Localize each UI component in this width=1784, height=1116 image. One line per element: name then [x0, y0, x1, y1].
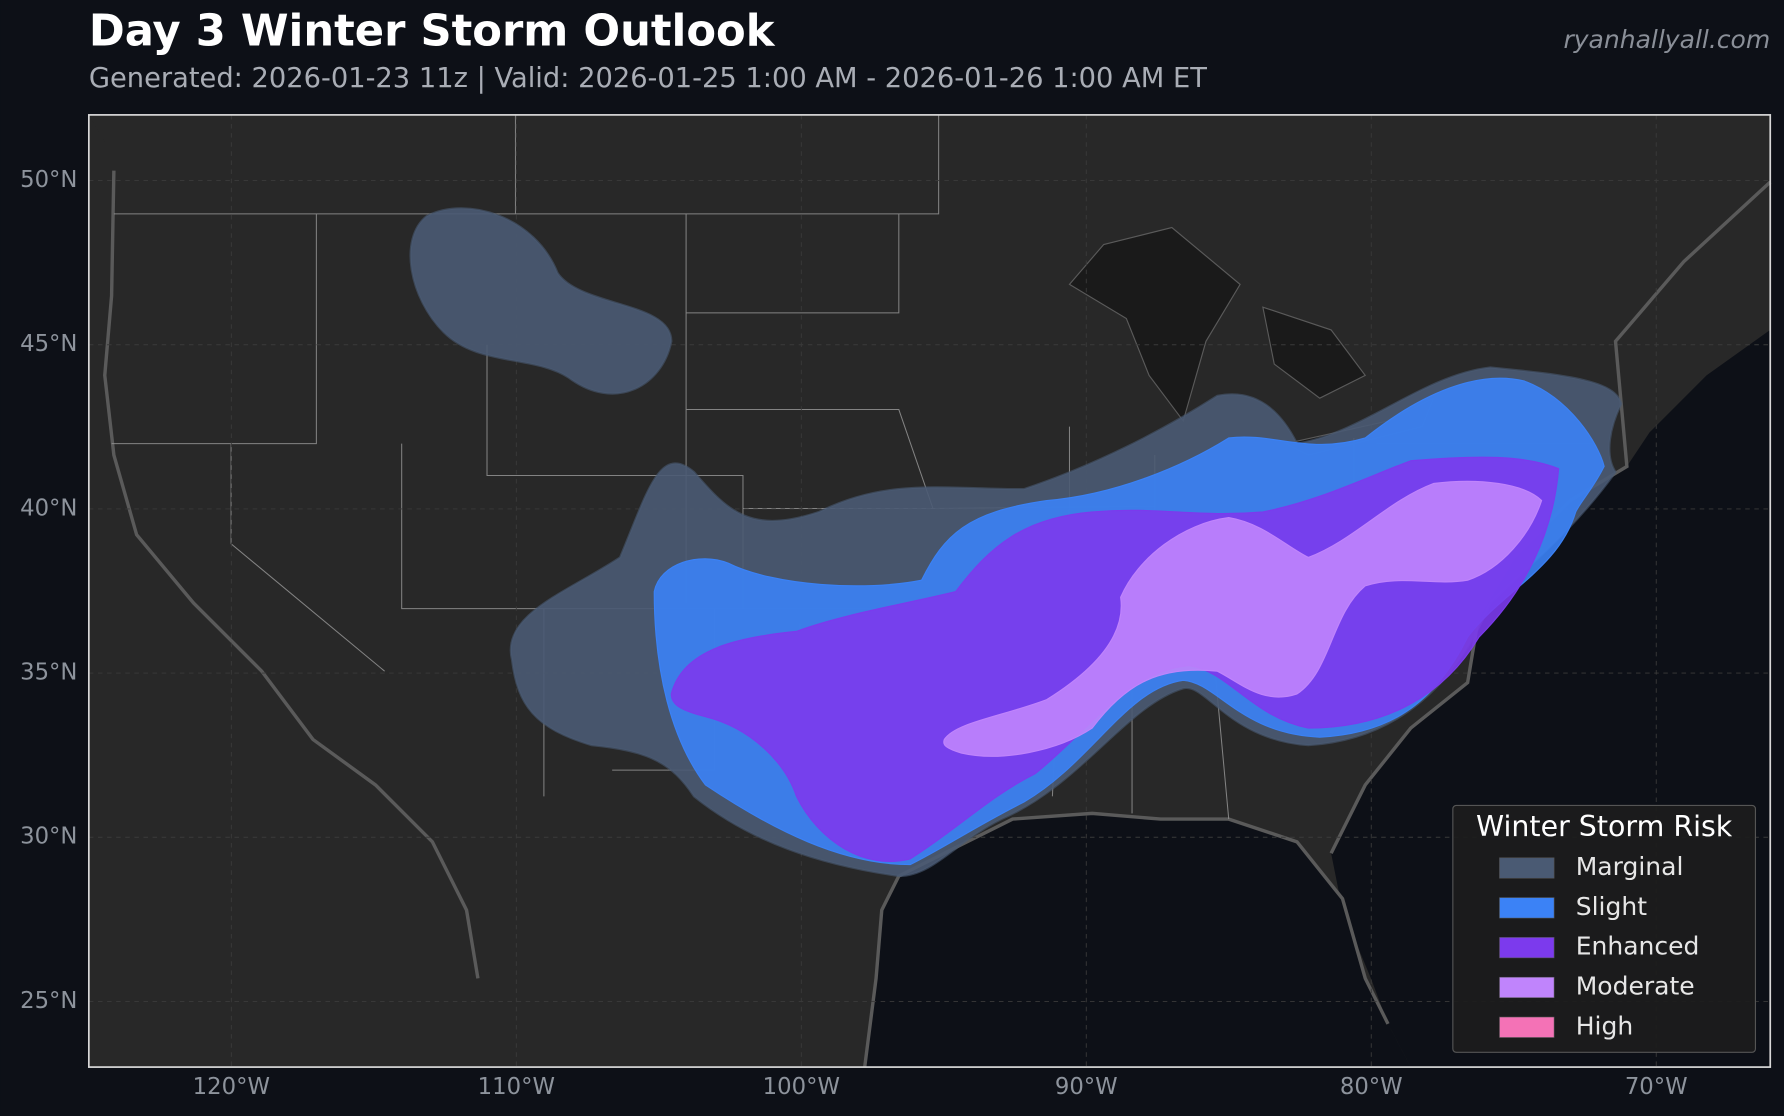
- gulf-coastline: [863, 811, 1390, 1068]
- lon-tick-label: 100°W: [763, 1074, 840, 1100]
- legend: Winter Storm Risk Marginal Slight Enhanced…: [1452, 804, 1757, 1053]
- map-frame: [87, 114, 1772, 1068]
- axis-labels: 25°N 30°N 35°N 40°N 45°N 50°N 120°W 110°W 100°W 9…: [20, 167, 1688, 1100]
- watermark: ryanhallyall.com: [1563, 25, 1770, 54]
- marginal-area-north: [409, 207, 673, 395]
- legend-label: Slight: [1576, 892, 1648, 921]
- legend-swatch: [1499, 897, 1555, 919]
- lat-tick-label: 50°N: [20, 167, 77, 193]
- legend-swatch: [1499, 937, 1555, 959]
- lat-tick-label: 35°N: [20, 660, 77, 686]
- map-area: [87, 114, 1772, 1068]
- lon-tick-label: 80°W: [1340, 1074, 1403, 1100]
- lat-tick-label: 40°N: [20, 495, 77, 521]
- subtitle: Generated: 2026-01-23 11z | Valid: 2026-…: [89, 63, 1207, 94]
- legend-label: Enhanced: [1576, 932, 1700, 961]
- lon-tick-label: 70°W: [1625, 1074, 1688, 1100]
- lon-tick-label: 90°W: [1055, 1074, 1118, 1100]
- lon-tick-label: 120°W: [193, 1074, 270, 1100]
- moderate-area: [943, 480, 1543, 757]
- legend-label: Moderate: [1576, 971, 1695, 1000]
- lat-tick-label: 45°N: [20, 331, 77, 357]
- lon-tick-label: 110°W: [478, 1074, 555, 1100]
- lat-tick-label: 25°N: [20, 988, 77, 1014]
- legend-label: High: [1576, 1011, 1634, 1040]
- pacific-coastline: [103, 170, 480, 979]
- legend-title: Winter Storm Risk: [1476, 810, 1733, 843]
- west-coast: [88, 114, 490, 1068]
- lat-tick-label: 30°N: [20, 824, 77, 850]
- legend-swatch: [1499, 976, 1555, 998]
- gulf-of-mexico: [864, 813, 1411, 1068]
- title: Day 3 Winter Storm Outlook: [89, 7, 776, 57]
- legend-swatch: [1499, 1016, 1555, 1038]
- legend-label: Marginal: [1576, 852, 1684, 881]
- legend-swatch: [1499, 857, 1555, 879]
